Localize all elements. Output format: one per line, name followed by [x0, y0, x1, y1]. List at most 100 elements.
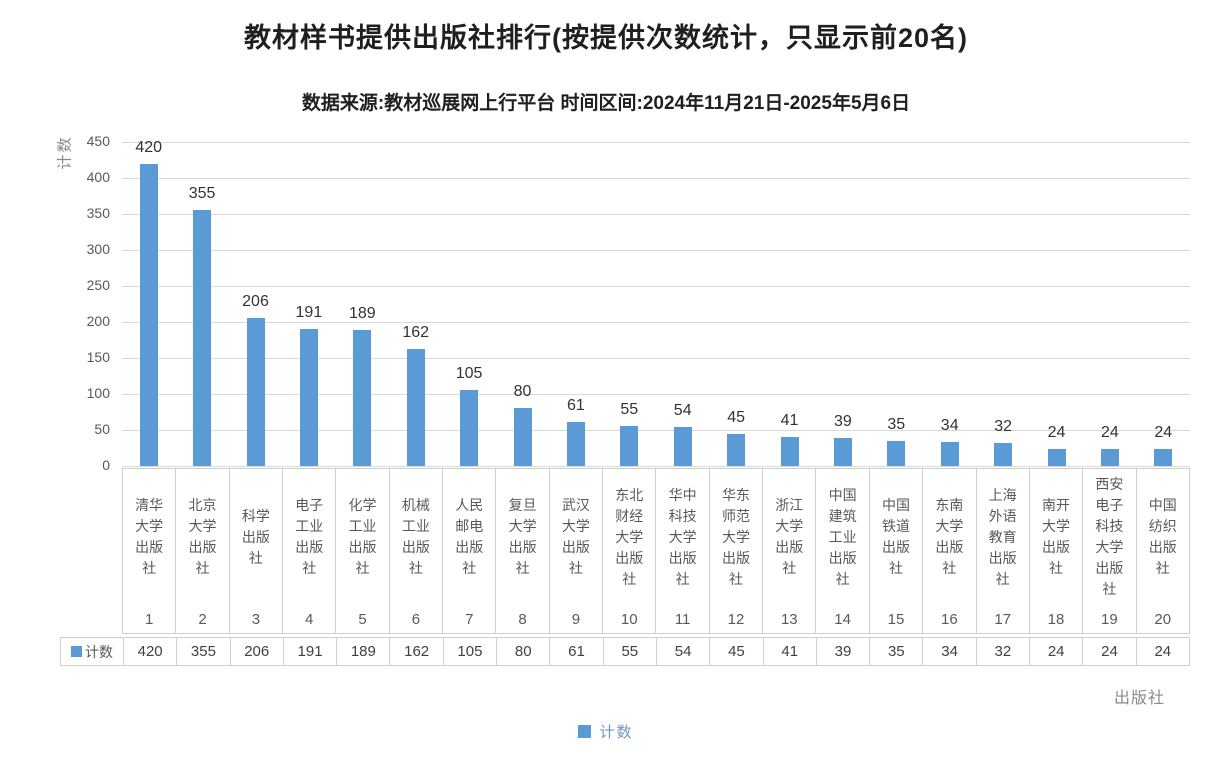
- data-table-value: 105: [442, 638, 496, 665]
- bar-value-label: 24: [1100, 423, 1119, 441]
- category-rank: 2: [198, 610, 207, 628]
- category-label: 机械工业出版社: [401, 497, 430, 576]
- category-cell: 中国铁道出版社 15: [868, 469, 922, 633]
- category-label: 南开大学出版社: [1042, 497, 1071, 576]
- category-label: 东北财经大学出版社: [615, 486, 644, 587]
- data-table-value: 35: [869, 638, 922, 665]
- category-cell: 华东师范大学出版社 12: [708, 469, 762, 633]
- gridline-100: [122, 394, 1190, 395]
- y-axis-tick-50: 50: [94, 421, 110, 437]
- bar-武汉大学出版社: [566, 422, 585, 466]
- data-table-value: 189: [336, 638, 389, 665]
- bar-电子工业出版社: [299, 328, 318, 466]
- category-label: 东南大学出版社: [935, 497, 964, 576]
- category-label: 电子工业出版社: [295, 497, 324, 576]
- bar-中国纺织出版社: [1154, 448, 1173, 466]
- category-axis: 清华大学出版社 1 北京大学出版社 2 科学出版社 3 电子工业出版社 4 化学工业出版社 5 机械…: [122, 468, 1190, 634]
- data-table-value: 55: [602, 638, 656, 665]
- category-label: 复旦大学出版社: [508, 497, 537, 576]
- bar-机械工业出版社: [406, 349, 425, 466]
- category-rank: 18: [1047, 610, 1065, 628]
- category-rank: 7: [465, 610, 474, 628]
- category-cell: 东南大学出版社 16: [922, 469, 975, 633]
- y-axis-tick-450: 450: [86, 133, 110, 149]
- data-table-value: 355: [176, 638, 229, 665]
- category-name-wrap: 南开大学出版社: [1030, 469, 1082, 605]
- category-rank: 6: [411, 610, 421, 628]
- category-name-wrap: 西安电子科技大学出版社: [1083, 469, 1135, 605]
- category-name-wrap: 华东师范大学出版社: [710, 469, 762, 605]
- bar-中国铁道出版社: [887, 440, 906, 466]
- y-axis-tick-150: 150: [86, 349, 110, 365]
- y-axis-tick-0: 0: [102, 457, 110, 473]
- bar-value-label: 61: [566, 397, 585, 415]
- bar-value-label: 420: [135, 138, 163, 156]
- gridline-0: [122, 466, 1190, 467]
- bar-清华大学出版社: [139, 163, 158, 466]
- category-name-wrap: 中国建筑工业出版社: [816, 469, 868, 605]
- bar-value-label: 191: [295, 303, 323, 321]
- category-cell: 北京大学出版社 2: [175, 469, 228, 633]
- category-rank: 15: [887, 610, 905, 628]
- series-swatch-icon: [71, 646, 82, 657]
- legend-label: 计数: [599, 724, 634, 741]
- y-axis-tick-300: 300: [86, 241, 110, 257]
- category-label: 清华大学出版社: [135, 497, 164, 576]
- bar-南开大学出版社: [1047, 448, 1066, 466]
- category-cell: 电子工业出版社 4: [282, 469, 335, 633]
- category-rank: 1: [145, 610, 154, 628]
- category-cell: 华中科技大学出版社 11: [655, 469, 708, 633]
- category-name-wrap: 清华大学出版社: [123, 469, 175, 605]
- chart-legend: 计数: [0, 721, 1212, 742]
- category-rank: 17: [994, 610, 1012, 628]
- gridline-450: [122, 142, 1190, 143]
- category-name-wrap: 复旦大学出版社: [496, 469, 548, 605]
- bar-value-label: 39: [833, 412, 852, 430]
- bar-value-label: 45: [727, 408, 745, 426]
- data-table-value: 32: [975, 638, 1029, 665]
- category-name-wrap: 武汉大学出版社: [550, 469, 602, 605]
- data-table-value: 34: [922, 638, 975, 665]
- category-cell: 上海外语教育出版社 17: [975, 469, 1029, 633]
- category-rank: 20: [1154, 610, 1172, 628]
- legend-swatch-icon: [578, 725, 592, 738]
- category-cell: 西安电子科技大学出版社 19: [1082, 469, 1135, 633]
- bar-value-label: 54: [673, 402, 692, 420]
- gridline-300: [122, 250, 1190, 251]
- category-cell: 清华大学出版社 1: [122, 469, 175, 633]
- bar-value-label: 32: [994, 418, 1012, 435]
- category-cell: 浙江大学出版社 13: [762, 469, 815, 633]
- category-rank: 4: [305, 610, 314, 628]
- category-label: 中国铁道出版社: [881, 497, 910, 576]
- category-name-wrap: 华中科技大学出版社: [656, 469, 708, 605]
- bar-浙江大学出版社: [780, 436, 799, 466]
- category-name-wrap: 东南大学出版社: [923, 469, 975, 605]
- bar-上海外语教育出版社: [994, 443, 1013, 466]
- bar-北京大学出版社: [193, 210, 212, 466]
- data-table-series-label: 计数: [85, 643, 113, 660]
- y-axis-tick-250: 250: [86, 277, 110, 293]
- bar-中国建筑工业出版社: [833, 437, 852, 466]
- y-axis-tick-350: 350: [86, 205, 110, 221]
- bar-value-label: 34: [940, 416, 959, 434]
- gridline-200: [122, 322, 1190, 323]
- category-label: 西安电子科技大学出版社: [1095, 476, 1124, 597]
- category-rank: 5: [358, 610, 367, 628]
- category-label: 中国建筑工业出版社: [828, 486, 857, 587]
- data-table-value: 61: [549, 638, 602, 665]
- data-table-value: 24: [1082, 638, 1135, 665]
- y-axis-tick-100: 100: [86, 385, 110, 401]
- category-cell: 化学工业出版社 5: [335, 469, 388, 633]
- category-label: 浙江大学出版社: [775, 497, 804, 576]
- category-rank: 11: [674, 610, 691, 628]
- category-cell: 中国建筑工业出版社 14: [815, 469, 868, 633]
- category-label: 人民邮电出版社: [455, 497, 484, 576]
- category-cell: 东北财经大学出版社 10: [602, 469, 655, 633]
- category-name-wrap: 中国铁道出版社: [870, 469, 922, 605]
- data-table: 计数 420 355 206 191 189 162 105 80 61 55 54 45 41 39 35…: [60, 637, 1190, 666]
- data-table-value: 206: [229, 638, 283, 665]
- data-table-value: 41: [762, 638, 816, 665]
- data-table-value: 191: [282, 638, 336, 665]
- category-cell: 科学出版社 3: [228, 469, 282, 633]
